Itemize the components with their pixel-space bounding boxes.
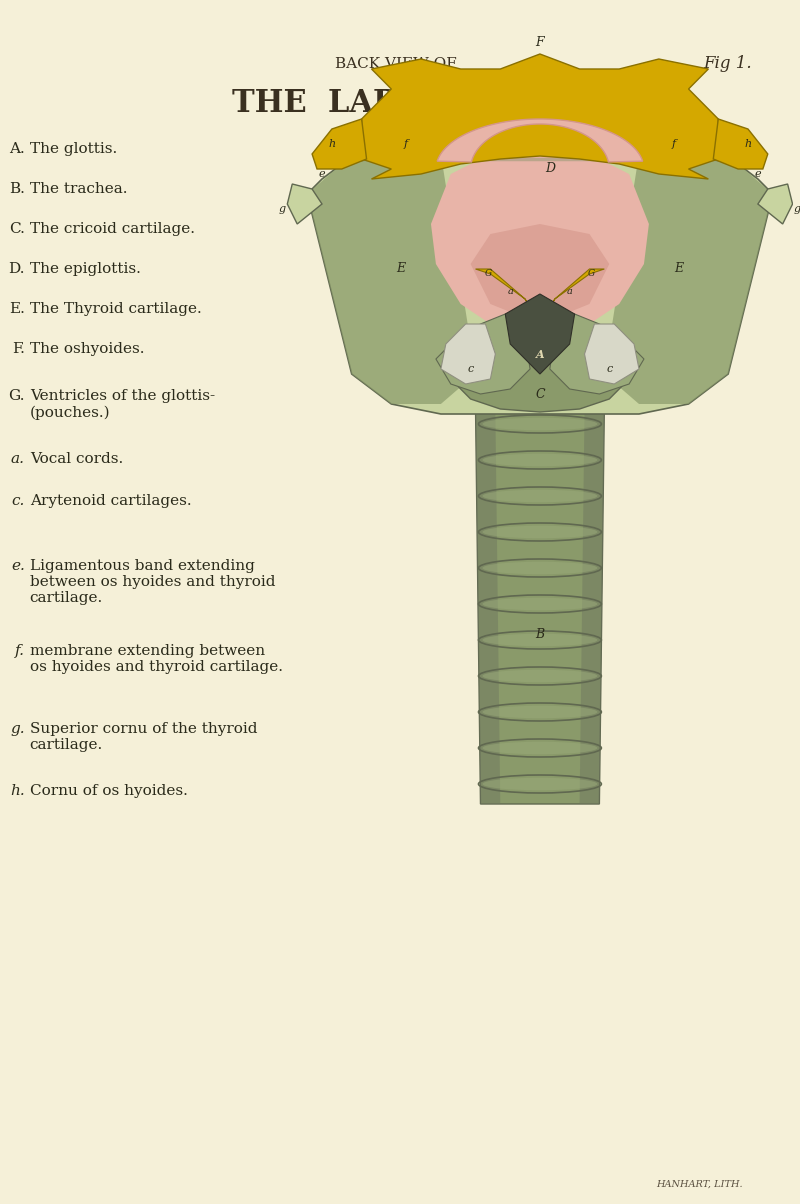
Text: D: D (545, 163, 555, 176)
Text: A.: A. (9, 142, 25, 157)
Polygon shape (579, 409, 604, 804)
Text: E.: E. (9, 302, 25, 315)
Text: Superior cornu of the thyroid
cartilage.: Superior cornu of the thyroid cartilage. (30, 722, 258, 752)
Text: Cornu of os hyoides.: Cornu of os hyoides. (30, 784, 187, 798)
Text: BACK VIEW OF: BACK VIEW OF (335, 57, 457, 71)
Text: E: E (397, 262, 406, 276)
Text: g.: g. (10, 722, 25, 736)
Polygon shape (470, 224, 610, 324)
Text: g: g (278, 203, 286, 214)
Text: B.: B. (9, 182, 25, 196)
Ellipse shape (482, 490, 598, 502)
Ellipse shape (482, 597, 598, 610)
Text: c: c (606, 364, 613, 374)
Polygon shape (307, 149, 773, 414)
Text: Ligamentous band extending
between os hyoides and thyroid
cartilage.: Ligamentous band extending between os hy… (30, 559, 275, 606)
Text: a.: a. (10, 452, 25, 466)
Text: c.: c. (11, 494, 25, 508)
Text: HANHART, LITH.: HANHART, LITH. (657, 1180, 743, 1190)
Polygon shape (441, 324, 495, 384)
Text: Ventricles of the glottis-
(pouches.): Ventricles of the glottis- (pouches.) (30, 389, 215, 420)
Ellipse shape (482, 633, 598, 647)
Text: h.: h. (10, 784, 25, 798)
Ellipse shape (482, 706, 598, 719)
Polygon shape (312, 119, 366, 169)
Text: f.: f. (14, 644, 25, 659)
Polygon shape (506, 294, 574, 374)
Ellipse shape (482, 562, 598, 574)
Text: G: G (588, 270, 595, 278)
Text: Fig 1.: Fig 1. (703, 55, 752, 72)
Text: The Thyroid cartilage.: The Thyroid cartilage. (30, 302, 202, 315)
Polygon shape (362, 54, 718, 179)
Polygon shape (287, 184, 322, 224)
Polygon shape (437, 119, 642, 163)
Text: E: E (674, 262, 683, 276)
Text: e: e (318, 169, 326, 179)
Text: e.: e. (11, 559, 25, 573)
Text: e: e (754, 169, 762, 179)
Text: f: f (672, 138, 676, 149)
Text: c: c (467, 364, 474, 374)
Text: h: h (745, 138, 751, 149)
Polygon shape (475, 409, 604, 804)
Polygon shape (604, 154, 773, 405)
Polygon shape (540, 268, 604, 324)
Ellipse shape (482, 418, 598, 430)
Text: a: a (566, 288, 573, 296)
Polygon shape (714, 119, 768, 169)
Ellipse shape (482, 454, 598, 466)
Polygon shape (436, 314, 530, 394)
Ellipse shape (482, 742, 598, 754)
Text: membrane extending between
os hyoides and thyroid cartilage.: membrane extending between os hyoides an… (30, 644, 282, 674)
Ellipse shape (482, 778, 598, 790)
Polygon shape (758, 184, 793, 224)
Text: C: C (535, 388, 545, 401)
Polygon shape (475, 409, 500, 804)
Text: THE  LARYNX.: THE LARYNX. (232, 89, 482, 119)
Polygon shape (307, 154, 475, 405)
Text: Arytenoid cartilages.: Arytenoid cartilages. (30, 494, 191, 508)
Text: The glottis.: The glottis. (30, 142, 117, 157)
Polygon shape (550, 314, 644, 394)
Ellipse shape (482, 669, 598, 683)
Text: Vocal cords.: Vocal cords. (30, 452, 123, 466)
Text: G.: G. (8, 389, 25, 403)
Ellipse shape (482, 526, 598, 538)
Text: g: g (794, 203, 800, 214)
Text: h: h (328, 138, 335, 149)
Text: F.: F. (12, 342, 25, 356)
Text: G: G (485, 270, 492, 278)
Text: a: a (507, 288, 513, 296)
Text: f: f (404, 138, 408, 149)
Polygon shape (431, 149, 649, 329)
Text: D.: D. (8, 262, 25, 276)
Polygon shape (450, 342, 629, 412)
Text: F: F (536, 36, 544, 49)
Text: The oshyoides.: The oshyoides. (30, 342, 144, 356)
Text: The cricoid cartilage.: The cricoid cartilage. (30, 222, 194, 236)
Text: The trachea.: The trachea. (30, 182, 127, 196)
Text: C.: C. (9, 222, 25, 236)
Text: B: B (535, 627, 545, 641)
Polygon shape (585, 324, 639, 384)
Polygon shape (475, 268, 540, 324)
Text: The epiglottis.: The epiglottis. (30, 262, 141, 276)
Text: A: A (536, 348, 544, 360)
